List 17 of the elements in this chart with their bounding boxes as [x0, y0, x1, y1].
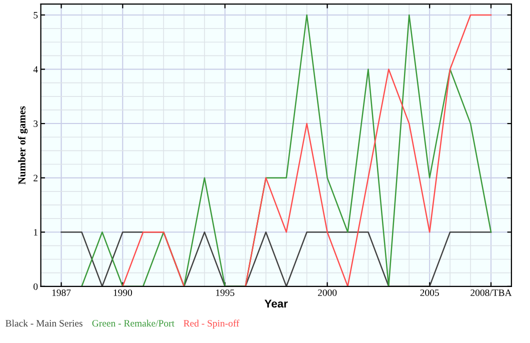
y-tick-label: 2: [34, 174, 38, 182]
x-tick-label: 2008/TBA: [470, 289, 512, 296]
x-tick-label: 2005: [420, 289, 439, 296]
x-tick-label: 1990: [114, 289, 132, 296]
text: Green - Remake/Port: [92, 320, 174, 327]
y-tick-label: 0: [34, 283, 38, 290]
y-tick-label: 3: [34, 120, 38, 128]
x-tick-label: 2000: [318, 289, 337, 296]
text: Red - Spin-off: [184, 320, 240, 329]
y-tick-label: 5: [34, 12, 38, 18]
text: Black - Main Series: [6, 320, 82, 327]
y-axis-title: Number of games: [18, 106, 28, 184]
x-tick-label: 1987: [52, 289, 71, 296]
x-tick-label: 1995: [216, 289, 234, 296]
y-tick-label: 1: [34, 229, 38, 236]
y-tick-label: 4: [33, 66, 38, 73]
x-axis-title: Year: [264, 300, 288, 308]
